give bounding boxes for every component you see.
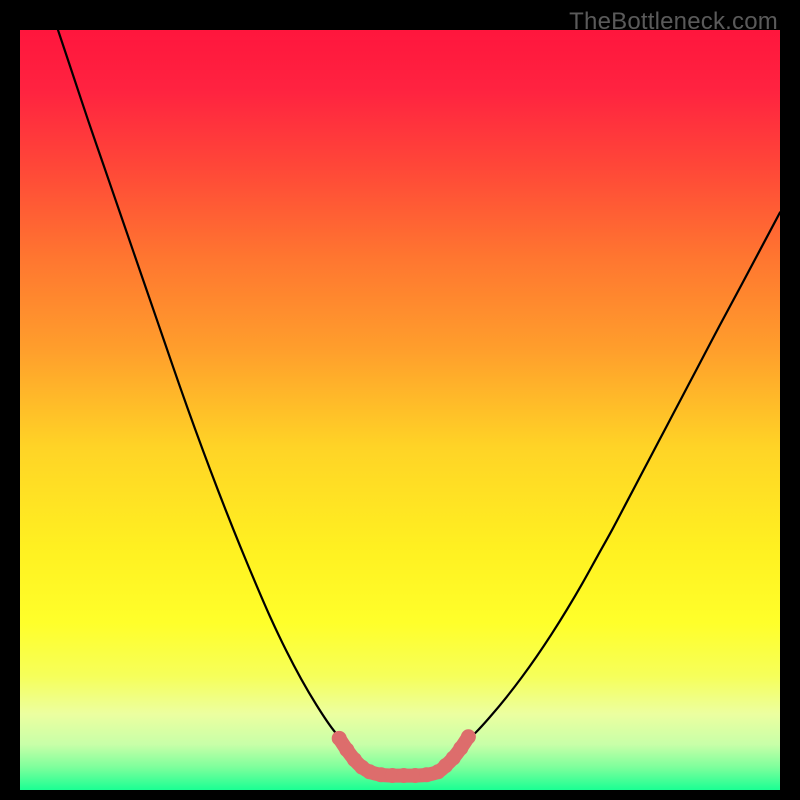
bottleneck-curve — [20, 30, 780, 790]
chart-frame: TheBottleneck.com — [0, 0, 800, 800]
plot-gradient-area — [20, 30, 780, 790]
watermark-label: TheBottleneck.com — [569, 8, 778, 36]
